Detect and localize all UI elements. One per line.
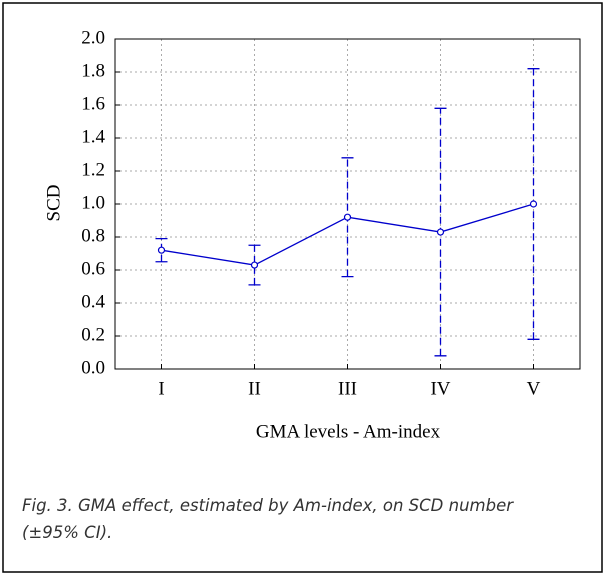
error-cap: [527, 68, 540, 340]
x-tick-label: V: [527, 378, 541, 399]
caption: Fig. 3. GMA effect, estimated by Am-inde…: [22, 496, 514, 542]
y-axis-label: SCD: [43, 185, 64, 222]
error-cap: [434, 107, 447, 357]
y-tick-label: 0.0: [81, 357, 105, 378]
y-tick-label: 0.4: [81, 291, 105, 312]
y-tick-label: 1.2: [81, 159, 105, 180]
point: [529, 200, 538, 208]
y-tick-label: 1.4: [81, 126, 105, 147]
x-tick-label: IV: [430, 378, 450, 399]
x-tick-label: III: [338, 378, 357, 399]
x-axis-label: GMA levels - Am-index: [256, 421, 441, 442]
x-tick-label: I: [158, 378, 164, 399]
point: [343, 213, 352, 221]
point: [436, 228, 445, 236]
y-tick-label: 1.0: [81, 192, 105, 213]
y-tick-label: 0.2: [81, 324, 105, 345]
error-cap: [248, 244, 261, 286]
plot-area: [114, 38, 581, 370]
y-tick-label: 0.6: [81, 258, 105, 279]
point: [157, 246, 166, 254]
point: [250, 261, 259, 269]
error-cap: [341, 157, 354, 278]
y-tick-label: 0.8: [81, 225, 105, 246]
error-cap: [155, 238, 168, 263]
x-tick-label: II: [248, 378, 261, 399]
y-tick-label: 1.6: [81, 93, 105, 114]
y-tick-label: 2.0: [81, 27, 105, 48]
y-tick-label: 1.8: [81, 60, 105, 81]
